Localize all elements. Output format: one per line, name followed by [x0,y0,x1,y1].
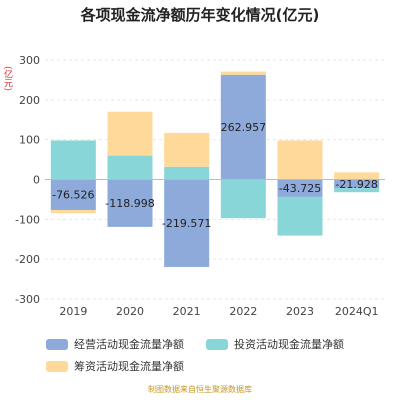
bar-operating [107,179,153,227]
legend-item-financing: 筹资活动现金流量净额 [46,358,184,374]
legend-item-operating: 经营活动现金流量净额 [46,336,184,352]
bar-investing [164,166,210,180]
data-label: -76.526 [52,189,94,202]
bar-operating [50,179,96,210]
bar-investing [277,196,323,236]
y-tick-label: 100 [19,134,40,147]
chart-title: 各项现金流净额历年变化情况(亿元) [80,6,320,24]
legend-swatch-operating [46,338,68,350]
bar-operating [334,179,380,189]
y-axis-unit-label: (亿元) [2,66,12,92]
legend-swatch-financing [46,360,68,372]
data-label: -118.998 [105,197,154,210]
legend-swatch-investing [206,338,228,350]
data-label: -219.571 [162,217,211,230]
legend-item-investing: 投资活动现金流量净额 [206,336,344,352]
data-label: 262.957 [221,121,267,134]
legend-label-financing: 筹资活动现金流量净额 [74,360,184,373]
bar-financing [220,71,266,75]
source-note: 制图数据来自恒生聚源数据库 [148,385,252,394]
bar-operating [164,179,210,267]
bar-financing [50,209,96,214]
bar-financing [334,172,380,180]
legend-label-investing: 投资活动现金流量净额 [234,338,344,351]
x-tick-label: 2020 [116,305,144,318]
y-tick-label: -200 [15,253,40,266]
data-label: -43.725 [279,182,321,195]
x-tick-label: 2021 [173,305,201,318]
bar-operating [220,74,266,180]
y-tick-label: 200 [19,94,40,107]
bar-financing [277,140,323,180]
bar-investing [334,188,380,193]
y-tick-label: -100 [15,213,40,226]
x-tick-label: 2024Q1 [335,305,379,318]
bar-investing [107,155,153,180]
bar-investing [50,140,96,180]
y-tick-label: 0 [33,174,40,187]
data-label: -21.928 [335,178,377,191]
x-tick-label: 2022 [229,305,257,318]
legend-label-operating: 经营活动现金流量净额 [74,338,184,351]
y-tick-label: -300 [15,293,40,306]
bar-operating [277,179,323,197]
bar-financing [107,111,153,156]
bar-investing [220,179,266,219]
x-tick-label: 2023 [286,305,314,318]
bar-financing [164,132,210,167]
y-tick-label: 300 [19,54,40,67]
x-tick-label: 2019 [59,305,87,318]
